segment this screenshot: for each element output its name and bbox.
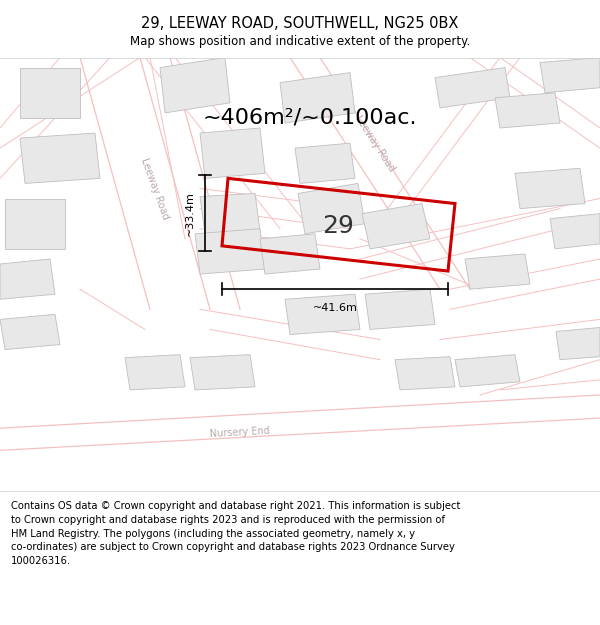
Polygon shape bbox=[550, 214, 600, 249]
Polygon shape bbox=[495, 92, 560, 128]
Polygon shape bbox=[362, 204, 430, 249]
Polygon shape bbox=[515, 168, 585, 209]
Polygon shape bbox=[295, 143, 355, 183]
Polygon shape bbox=[200, 194, 260, 234]
Text: Leeway Road: Leeway Road bbox=[353, 113, 397, 173]
Polygon shape bbox=[435, 68, 510, 108]
Polygon shape bbox=[285, 294, 360, 334]
Polygon shape bbox=[125, 354, 185, 390]
Text: 29: 29 bbox=[322, 214, 354, 238]
Polygon shape bbox=[200, 128, 265, 178]
Polygon shape bbox=[280, 72, 355, 123]
Polygon shape bbox=[195, 229, 265, 274]
Text: ~41.6m: ~41.6m bbox=[313, 303, 358, 313]
Polygon shape bbox=[556, 328, 600, 359]
Polygon shape bbox=[395, 357, 455, 390]
Text: ~406m²/~0.100ac.: ~406m²/~0.100ac. bbox=[203, 108, 417, 128]
Polygon shape bbox=[455, 354, 520, 387]
Polygon shape bbox=[160, 58, 230, 113]
Text: Contains OS data © Crown copyright and database right 2021. This information is : Contains OS data © Crown copyright and d… bbox=[11, 501, 460, 566]
Polygon shape bbox=[0, 259, 55, 299]
Polygon shape bbox=[260, 234, 320, 274]
Polygon shape bbox=[190, 354, 255, 390]
Polygon shape bbox=[465, 254, 530, 289]
Polygon shape bbox=[365, 289, 435, 329]
Text: Map shows position and indicative extent of the property.: Map shows position and indicative extent… bbox=[130, 35, 470, 48]
Text: Leeway Road: Leeway Road bbox=[139, 156, 171, 221]
Polygon shape bbox=[298, 183, 365, 234]
Polygon shape bbox=[0, 314, 60, 349]
Polygon shape bbox=[5, 199, 65, 249]
Polygon shape bbox=[540, 58, 600, 92]
Polygon shape bbox=[20, 68, 80, 118]
Text: Nursery End: Nursery End bbox=[210, 426, 270, 439]
Text: 29, LEEWAY ROAD, SOUTHWELL, NG25 0BX: 29, LEEWAY ROAD, SOUTHWELL, NG25 0BX bbox=[142, 16, 458, 31]
Polygon shape bbox=[20, 133, 100, 183]
Text: ~33.4m: ~33.4m bbox=[185, 191, 195, 236]
